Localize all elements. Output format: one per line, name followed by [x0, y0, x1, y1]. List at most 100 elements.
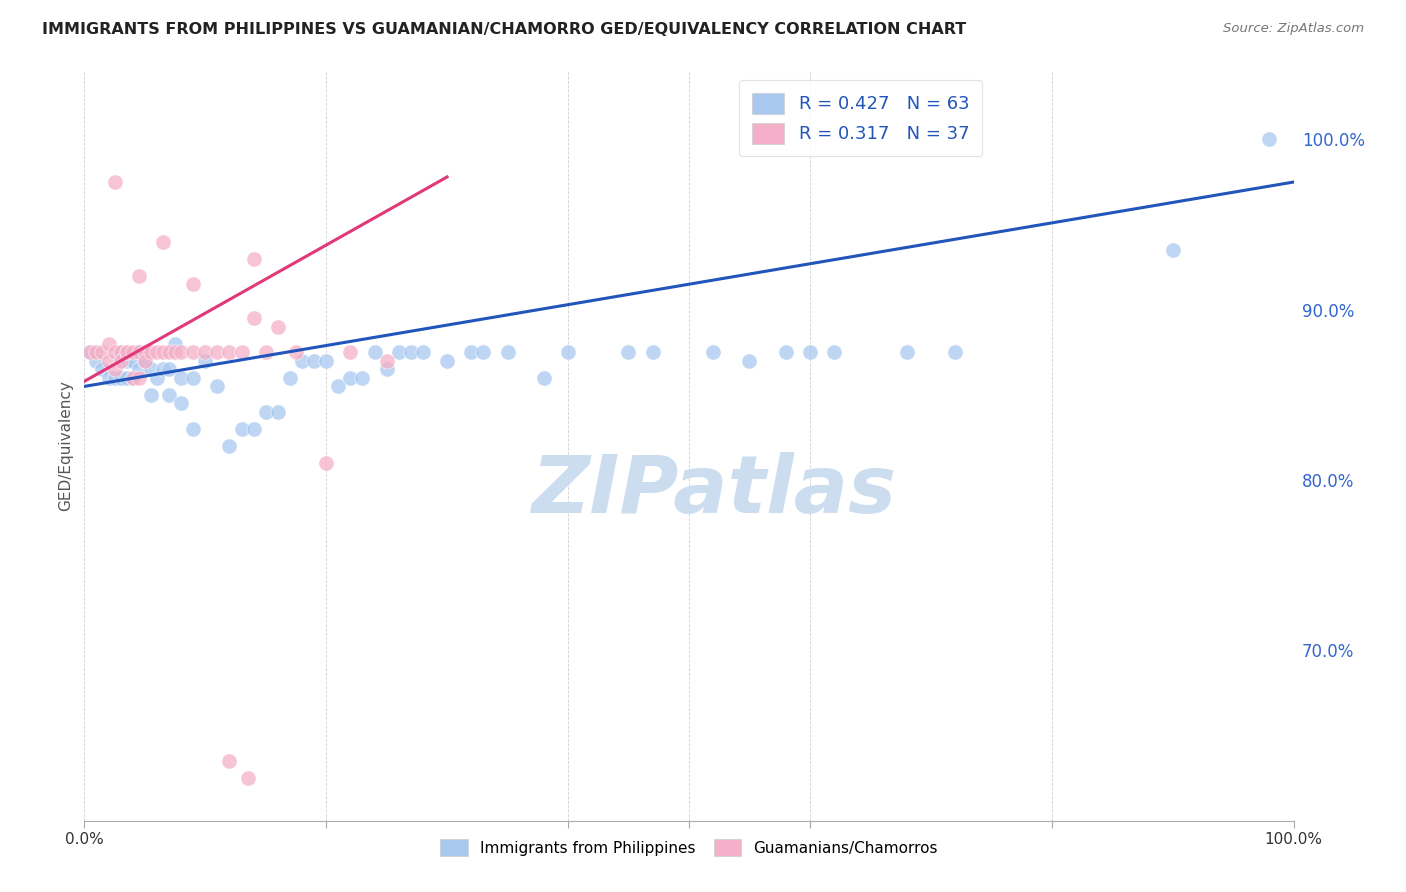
- Point: [436, 354, 458, 368]
- Point: [152, 362, 174, 376]
- Point: [388, 345, 411, 359]
- Point: [352, 371, 374, 385]
- Point: [128, 345, 150, 359]
- Text: IMMIGRANTS FROM PHILIPPINES VS GUAMANIAN/CHAMORRO GED/EQUIVALENCY CORRELATION CH: IMMIGRANTS FROM PHILIPPINES VS GUAMANIAN…: [42, 22, 966, 37]
- Point: [79, 345, 101, 359]
- Point: [104, 362, 127, 376]
- Point: [363, 345, 385, 359]
- Point: [460, 345, 482, 359]
- Legend: Immigrants from Philippines, Guamanians/Chamorros: Immigrants from Philippines, Guamanians/…: [430, 830, 948, 865]
- Y-axis label: GED/Equivalency: GED/Equivalency: [58, 381, 73, 511]
- Point: [165, 345, 187, 359]
- Point: [254, 405, 277, 419]
- Point: [291, 354, 314, 368]
- Point: [943, 345, 966, 359]
- Point: [181, 422, 204, 436]
- Point: [194, 345, 217, 359]
- Point: [375, 362, 398, 376]
- Point: [134, 345, 156, 359]
- Point: [315, 456, 337, 470]
- Point: [194, 354, 217, 368]
- Point: [128, 268, 150, 283]
- Point: [79, 345, 101, 359]
- Point: [86, 354, 108, 368]
- Point: [134, 354, 156, 368]
- Point: [152, 235, 174, 249]
- Point: [242, 422, 264, 436]
- Text: Source: ZipAtlas.com: Source: ZipAtlas.com: [1223, 22, 1364, 36]
- Point: [91, 362, 114, 376]
- Point: [152, 345, 174, 359]
- Point: [110, 345, 132, 359]
- Point: [170, 396, 193, 410]
- Point: [110, 354, 132, 368]
- Point: [104, 345, 127, 359]
- Point: [181, 277, 204, 292]
- Point: [134, 354, 156, 368]
- Point: [496, 345, 519, 359]
- Point: [315, 354, 337, 368]
- Point: [139, 345, 162, 359]
- Point: [236, 771, 259, 785]
- Point: [412, 345, 434, 359]
- Point: [557, 345, 579, 359]
- Point: [110, 371, 132, 385]
- Point: [146, 345, 169, 359]
- Point: [97, 336, 120, 351]
- Point: [139, 388, 162, 402]
- Point: [1161, 243, 1184, 257]
- Point: [702, 345, 724, 359]
- Point: [328, 379, 350, 393]
- Point: [115, 345, 138, 359]
- Point: [896, 345, 918, 359]
- Point: [218, 345, 240, 359]
- Point: [254, 345, 277, 359]
- Point: [207, 345, 229, 359]
- Point: [738, 354, 761, 368]
- Point: [242, 311, 264, 326]
- Point: [170, 345, 193, 359]
- Point: [617, 345, 640, 359]
- Point: [181, 371, 204, 385]
- Point: [267, 405, 290, 419]
- Point: [97, 371, 120, 385]
- Point: [121, 371, 143, 385]
- Point: [121, 345, 143, 359]
- Point: [1258, 132, 1281, 146]
- Point: [170, 371, 193, 385]
- Point: [231, 345, 253, 359]
- Point: [231, 422, 253, 436]
- Point: [267, 319, 290, 334]
- Point: [207, 379, 229, 393]
- Point: [115, 371, 138, 385]
- Point: [533, 371, 555, 385]
- Point: [799, 345, 821, 359]
- Point: [97, 354, 120, 368]
- Point: [128, 371, 150, 385]
- Point: [157, 345, 180, 359]
- Point: [339, 371, 361, 385]
- Point: [775, 345, 797, 359]
- Text: ZIPatlas: ZIPatlas: [530, 452, 896, 530]
- Point: [242, 252, 264, 266]
- Point: [218, 754, 240, 768]
- Point: [139, 362, 162, 376]
- Point: [218, 439, 240, 453]
- Point: [115, 345, 138, 359]
- Point: [375, 354, 398, 368]
- Point: [146, 371, 169, 385]
- Point: [284, 345, 308, 359]
- Point: [134, 354, 156, 368]
- Point: [128, 362, 150, 376]
- Point: [165, 336, 187, 351]
- Point: [823, 345, 845, 359]
- Point: [86, 345, 108, 359]
- Point: [121, 354, 143, 368]
- Point: [115, 354, 138, 368]
- Point: [110, 345, 132, 359]
- Point: [157, 388, 180, 402]
- Point: [399, 345, 422, 359]
- Point: [128, 345, 150, 359]
- Point: [157, 362, 180, 376]
- Point: [339, 345, 361, 359]
